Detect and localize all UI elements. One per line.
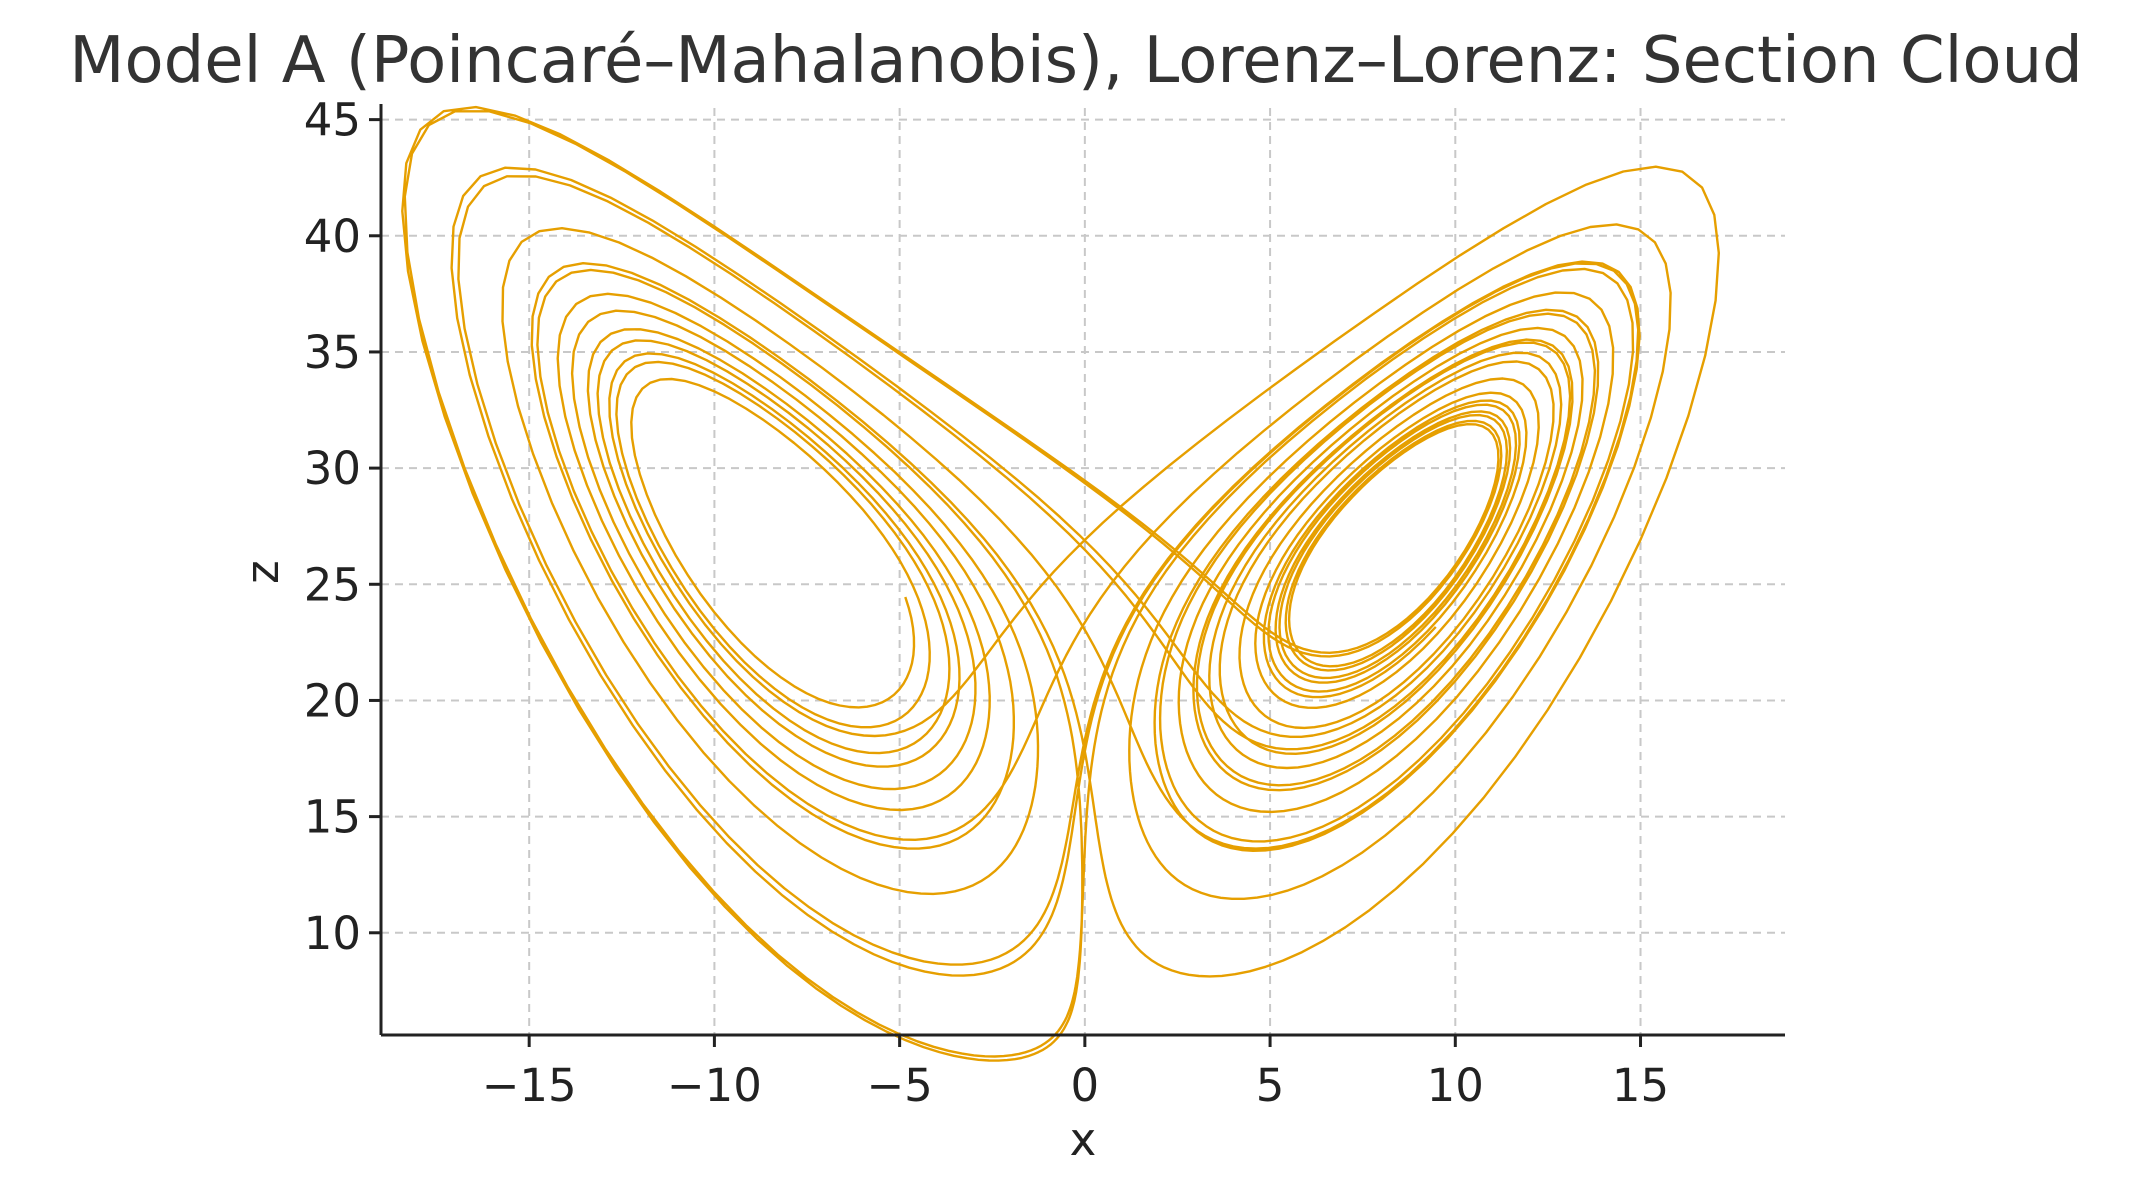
x-tick-label: 5: [1256, 1059, 1285, 1112]
x-tick-label: −10: [667, 1059, 762, 1112]
y-tick-label: 25: [304, 558, 361, 611]
x-axis-label: x: [1070, 1113, 1097, 1166]
x-tick-label: 15: [1612, 1059, 1669, 1112]
y-tick-label: 35: [304, 326, 361, 379]
x-tick-label: 10: [1427, 1059, 1484, 1112]
y-tick-label: 10: [304, 907, 361, 960]
x-tick-label: −15: [482, 1059, 577, 1112]
x-tick-label: −5: [866, 1059, 932, 1112]
y-axis-label: z: [236, 560, 289, 584]
trajectory-line: [401, 105, 1721, 1062]
x-tick-label: 0: [1071, 1059, 1100, 1112]
y-tick-label: 30: [304, 442, 361, 495]
y-tick-label: 15: [304, 791, 361, 844]
chart-title: Model A (Poincaré–Mahalanobis), Lorenz–L…: [69, 24, 2083, 98]
series-layer: [401, 105, 1721, 1062]
y-tick-label: 45: [304, 94, 361, 147]
grid-layer: [381, 108, 1785, 1035]
y-tick-label: 20: [304, 674, 361, 727]
axes-layer: [379, 104, 1785, 1037]
y-tick-label: 40: [304, 210, 361, 263]
ticks-layer: −15 −10 −5 0 5 10 15 10 15 20 25 30 35 40 45: [304, 94, 1669, 1112]
